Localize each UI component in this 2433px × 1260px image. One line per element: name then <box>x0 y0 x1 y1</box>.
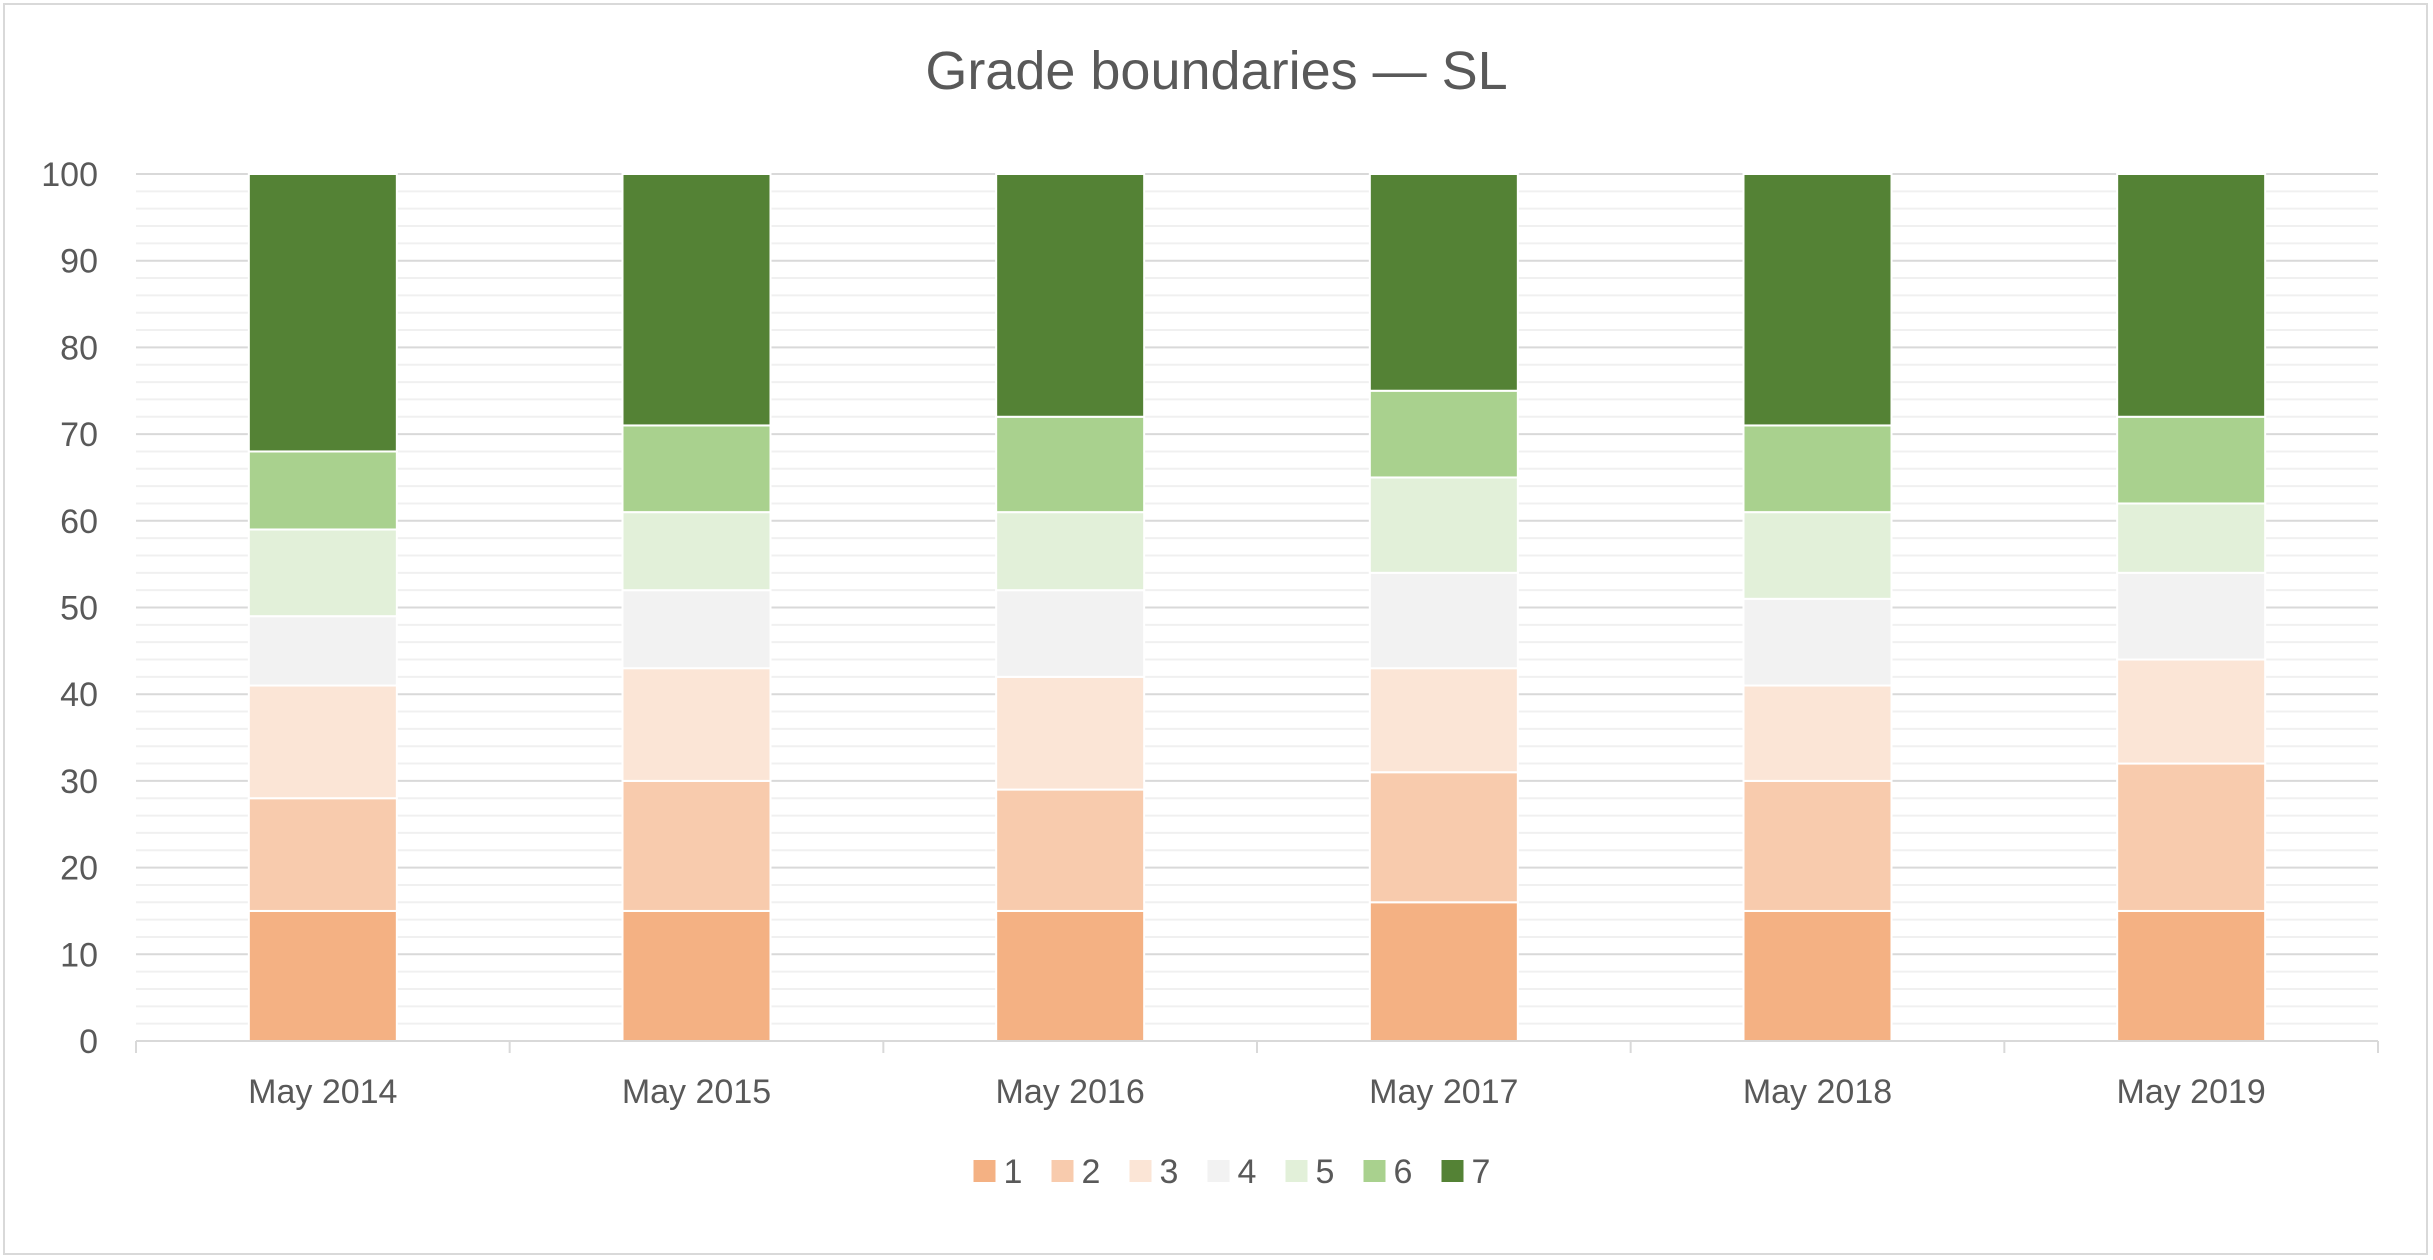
x-tick-label: May 2014 <box>248 1073 397 1111</box>
bar-segment <box>247 450 398 531</box>
bar-segment <box>995 173 1146 418</box>
bar-segment <box>1368 571 1519 670</box>
bar-segment <box>1368 476 1519 574</box>
y-tick-label: 10 <box>60 936 98 974</box>
legend-label: 1 <box>1004 1153 1023 1191</box>
gridlines <box>136 173 2378 1025</box>
bar-segment <box>621 667 772 782</box>
y-tick-label: 50 <box>60 590 98 628</box>
bar-segment <box>2116 502 2267 574</box>
x-tick-label: May 2019 <box>2117 1073 2266 1111</box>
bar-segment <box>2116 909 2267 1043</box>
bar-segment <box>2116 415 2267 505</box>
x-tick-label: May 2015 <box>622 1073 771 1111</box>
y-tick-label: 40 <box>60 676 98 714</box>
x-tick-label: May 2016 <box>996 1073 1145 1111</box>
bar-segment <box>247 797 398 912</box>
legend-label: 7 <box>1472 1153 1491 1191</box>
legend-swatch <box>1129 1160 1152 1182</box>
bar-segment <box>621 173 772 427</box>
bar-segment <box>1742 684 1893 782</box>
axes: 0 10 20 30 40 50 60 70 80 90 100 May 2014 May 2015 Ma… <box>41 156 2379 1111</box>
bar-segment <box>247 173 398 453</box>
bar-segment <box>621 909 772 1043</box>
bar-segment <box>995 415 1146 514</box>
legend-swatch <box>973 1160 996 1182</box>
bar-segment <box>1742 909 1893 1043</box>
bar-segment <box>1368 173 1519 392</box>
legend-label: 6 <box>1394 1153 1413 1191</box>
bar-segment <box>2116 173 2267 418</box>
y-tick-label: 20 <box>60 850 98 888</box>
bars <box>247 173 2267 1043</box>
y-tick-label: 90 <box>60 243 98 281</box>
legend-swatch <box>1207 1160 1230 1182</box>
bar-segment <box>247 528 398 618</box>
bar-segment <box>1368 667 1519 774</box>
bar-segment <box>1742 173 1893 427</box>
bar-segment <box>621 779 772 912</box>
x-tick-label: May 2018 <box>1743 1073 1892 1111</box>
bar-segment <box>995 511 1146 592</box>
x-tick-label: May 2017 <box>1369 1073 1518 1111</box>
bar-segment <box>1742 511 1893 600</box>
bar-segment <box>995 589 1146 678</box>
y-tick-label: 100 <box>41 156 98 194</box>
y-tick-label: 0 <box>79 1023 98 1061</box>
bar-segment <box>2116 658 2267 765</box>
legend-swatch <box>1363 1160 1386 1182</box>
y-tick-label: 70 <box>60 416 98 454</box>
legend: 1 2 3 4 5 6 7 <box>973 1153 1491 1191</box>
y-tick-label: 30 <box>60 763 98 801</box>
legend-swatch <box>1051 1160 1074 1182</box>
legend-swatch <box>1441 1160 1464 1182</box>
bar-segment <box>247 684 398 800</box>
bar-segment <box>1742 597 1893 687</box>
bar-segment <box>621 511 772 592</box>
bar-segment <box>995 675 1146 791</box>
bar-segment <box>247 615 398 687</box>
chart-title: Grade boundaries — SL <box>925 41 1508 101</box>
bar-segment <box>2116 571 2267 661</box>
y-tick-label: 80 <box>60 329 98 367</box>
chart-frame <box>3 3 2428 1255</box>
legend-label: 4 <box>1238 1153 1257 1191</box>
legend-swatch <box>1285 1160 1308 1182</box>
bar-segment <box>1368 771 1519 904</box>
bar-segment <box>2116 762 2267 912</box>
bar-segment <box>1368 901 1519 1043</box>
legend-label: 5 <box>1316 1153 1335 1191</box>
bar-segment <box>621 589 772 670</box>
bar-segment <box>995 909 1146 1043</box>
bar-segment <box>995 788 1146 912</box>
bar-segment <box>1742 779 1893 912</box>
y-tick-label: 60 <box>60 503 98 541</box>
bar-segment <box>621 424 772 514</box>
bar-segment <box>247 909 398 1043</box>
bar-segment <box>1368 389 1519 479</box>
bar-segment <box>1742 424 1893 514</box>
legend-label: 2 <box>1082 1153 1101 1191</box>
legend-label: 3 <box>1160 1153 1179 1191</box>
